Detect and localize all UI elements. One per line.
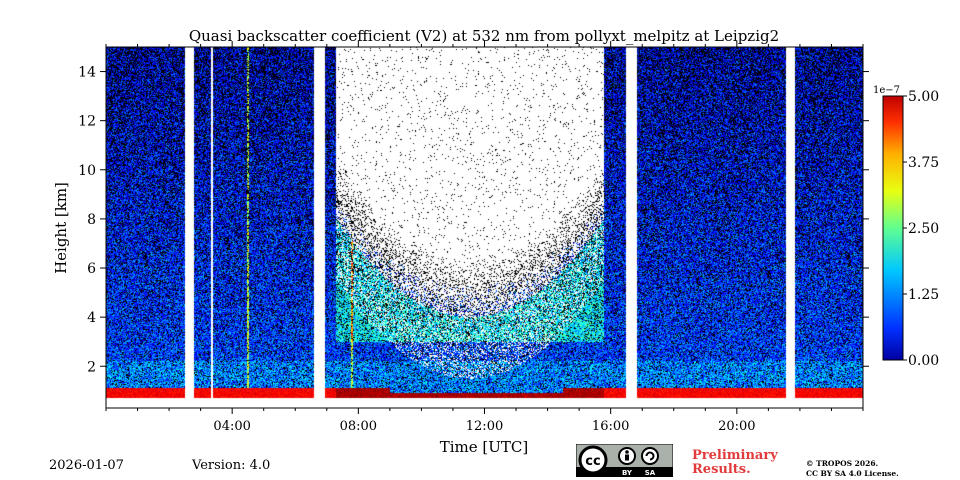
cc-icon — [578, 445, 608, 475]
y-tick-label: 12 — [78, 114, 96, 130]
copyright-line-2: CC BY SA 4.0 License. — [806, 469, 899, 478]
x-tick-label: 08:00 — [340, 419, 377, 434]
colorbar-exponent: 1e−7 — [873, 85, 900, 96]
cc-license-badge[interactable]: cc BY SA — [576, 444, 673, 477]
preliminary-line-2: Results. — [692, 462, 751, 477]
y-axis-label: Height [km] — [52, 182, 70, 274]
y-tick-label: 14 — [78, 65, 96, 81]
date-label: 2026-01-07 — [49, 458, 124, 473]
y-tick-label: 10 — [78, 163, 96, 179]
x-tick-label: 12:00 — [466, 419, 503, 434]
preliminary-notice: Preliminary Results. — [692, 449, 778, 477]
version-label: Version: 4.0 — [192, 458, 271, 473]
chart-title: Quasi backscatter coefficient (V2) at 53… — [189, 27, 779, 45]
copyright-line-1: © TROPOS 2026. — [806, 459, 879, 468]
colorbar-gradient — [882, 95, 904, 361]
cc-sa-label: SA — [645, 469, 656, 477]
x-tick-group: 04:00 08:00 12:00 16:00 20:00 — [105, 41, 864, 434]
colorbar-tick-label: 0.00 — [908, 353, 939, 369]
cc-by-label: BY — [622, 469, 633, 477]
sa-icon — [641, 447, 659, 465]
cc-icon-text: cc — [585, 454, 600, 469]
colorbar-tick-group: 0.00 1.25 2.50 3.75 5.00 — [903, 89, 939, 369]
y-tick-label: 8 — [87, 212, 96, 228]
colorbar-tick-label: 1.25 — [908, 287, 939, 303]
heatmap-image — [106, 47, 863, 408]
y-tick-label: 4 — [87, 310, 96, 326]
copyright-notice: © TROPOS 2026. CC BY SA 4.0 License. — [806, 459, 899, 479]
colorbar-tick-label: 3.75 — [908, 155, 939, 171]
x-tick-label: 04:00 — [213, 419, 250, 434]
colorbar: 1e−7 0.00 1.25 2.50 3.75 5.00 — [873, 85, 939, 369]
y-tick-group: 2 4 6 8 10 12 14 — [78, 65, 869, 375]
x-tick-label: 20:00 — [718, 419, 755, 434]
colorbar-tick-label: 5.00 — [908, 89, 939, 105]
y-tick-label: 2 — [87, 359, 96, 375]
heatmap-layer — [106, 47, 863, 408]
y-tick-label: 6 — [87, 261, 96, 277]
preliminary-line-1: Preliminary — [692, 448, 778, 463]
x-tick-label: 16:00 — [592, 419, 629, 434]
x-axis-label: Time [UTC] — [440, 438, 529, 456]
colorbar-tick-label: 2.50 — [908, 221, 939, 237]
